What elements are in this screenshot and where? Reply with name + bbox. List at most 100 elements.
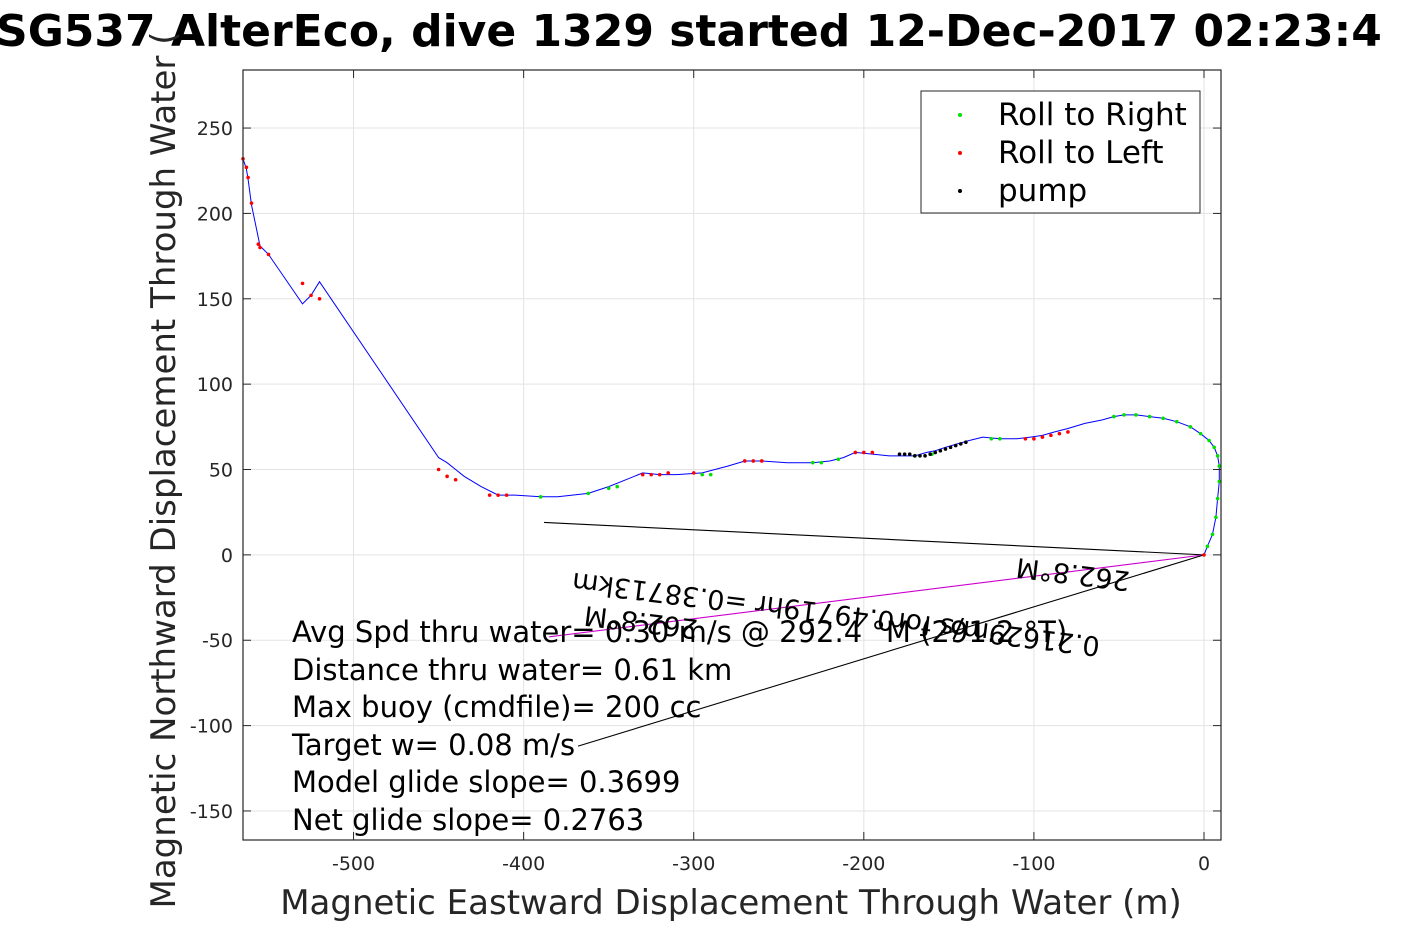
- y-tick-label: 250: [197, 118, 233, 140]
- legend: Roll to Right Roll to Left pump: [920, 90, 1201, 214]
- right-roll-marker: [1112, 414, 1116, 419]
- legend-marker-left-roll: [958, 151, 962, 155]
- right-roll-marker: [1217, 464, 1222, 468]
- pump-marker: [902, 452, 907, 456]
- left-roll-marker: [1057, 431, 1062, 436]
- drift-vector: [577, 554, 1205, 747]
- left-roll-marker: [691, 471, 696, 475]
- left-roll-marker: [244, 165, 249, 170]
- right-roll-marker: [1147, 414, 1152, 419]
- left-roll-marker: [657, 472, 662, 477]
- left-roll-marker: [317, 296, 322, 301]
- left-roll-marker: [436, 467, 441, 472]
- through-water-vector: [549, 554, 1205, 638]
- right-roll-marker: [538, 495, 543, 499]
- left-roll-marker: [862, 450, 866, 455]
- x-tick-label: -500: [332, 853, 375, 875]
- left-roll-marker: [256, 242, 261, 246]
- legend-marker-pump: [958, 189, 962, 193]
- right-roll-marker: [1198, 431, 1203, 436]
- distance-annotation: Distance thru water= 0.61 km: [292, 653, 732, 687]
- right-roll-marker: [1214, 515, 1218, 520]
- left-roll-marker: [870, 450, 875, 455]
- legend-label-pump: pump: [998, 173, 1087, 209]
- legend-box: [920, 90, 1201, 214]
- right-roll-marker: [1134, 413, 1138, 417]
- x-tick-label: -400: [502, 853, 545, 875]
- plot-data: [241, 156, 1222, 747]
- y-axis-label: Magnetic Northward Displacement Through …: [144, 32, 184, 909]
- right-roll-marker: [1205, 544, 1210, 549]
- right-roll-marker: [700, 472, 705, 477]
- right-roll-marker: [1215, 454, 1220, 458]
- left-roll-marker: [487, 493, 492, 497]
- left-roll-marker: [266, 252, 271, 257]
- axis-ticks: -500 -400 -300 -200 -100 0-150-100-5005010015…: [190, 70, 1221, 875]
- left-roll-marker: [496, 493, 500, 497]
- avg-speed-annotation: Avg Spd thru water= 0.30 m/s @ 292.4 °M …: [292, 615, 1067, 649]
- legend-label-left-roll: Roll to Left: [998, 135, 1164, 171]
- right-roll-marker: [989, 436, 994, 441]
- pump-marker: [943, 447, 948, 451]
- x-tick-label: -100: [1012, 853, 1055, 875]
- right-roll-marker: [819, 460, 824, 465]
- left-roll-marker: [1023, 436, 1028, 441]
- right-roll-marker: [586, 491, 591, 496]
- left-roll-marker: [853, 450, 858, 455]
- left-roll-marker: [258, 245, 262, 250]
- plot-frame: [242, 69, 1222, 841]
- right-roll-marker: [1217, 479, 1222, 484]
- pump-marker: [913, 454, 917, 458]
- left-roll-marker: [453, 477, 458, 482]
- pump-marker: [953, 443, 958, 448]
- stats-annotations: Avg Spd thru water= 0.30 m/s @ 292.4 °M …: [291, 615, 1067, 837]
- x-tick-label: 0: [1198, 853, 1210, 875]
- left-roll-marker: [504, 493, 509, 497]
- net-glide-slope-annotation: Net glide slope= 0.2763: [292, 803, 644, 837]
- y-tick-label: 200: [197, 203, 233, 225]
- right-roll-marker: [810, 460, 815, 465]
- x-axis-label: Magnetic Eastward Displacement Through W…: [280, 883, 1182, 923]
- left-roll-marker: [1202, 553, 1206, 557]
- pump-marker: [948, 445, 953, 450]
- y-tick-label: -100: [190, 716, 233, 738]
- right-roll-marker: [1161, 416, 1165, 421]
- pump-marker: [897, 452, 902, 456]
- pump-marker: [964, 440, 968, 444]
- legend-marker-right-roll: [958, 113, 962, 117]
- left-roll-marker: [1066, 430, 1070, 434]
- right-roll-marker: [1174, 419, 1179, 424]
- right-roll-marker: [1188, 425, 1193, 429]
- vector-heading-label: 262.8°M: [1014, 551, 1131, 596]
- pump-marker: [938, 448, 943, 453]
- x-tick-label: -300: [672, 853, 715, 875]
- left-roll-marker: [300, 281, 305, 286]
- left-roll-marker: [640, 472, 645, 477]
- target-w-annotation: Target w= 0.08 m/s: [291, 728, 575, 762]
- pump-marker: [933, 450, 938, 455]
- avg-current-vector: [544, 521, 1205, 556]
- right-roll-marker: [836, 457, 841, 462]
- pump-marker: [923, 454, 927, 458]
- right-roll-marker: [606, 486, 611, 491]
- pump-marker: [958, 442, 963, 446]
- pump-marker: [918, 454, 922, 458]
- y-tick-label: 0: [221, 545, 233, 567]
- x-tick-label: -200: [842, 853, 885, 875]
- right-roll-marker: [708, 472, 713, 477]
- max-buoy-annotation: Max buoy (cmdfile)= 200 cc: [292, 690, 701, 724]
- chart-title: SG537 AlterEco, dive 1329 started 12-Dec…: [0, 6, 1382, 57]
- left-roll-marker: [751, 459, 756, 463]
- left-roll-marker: [1040, 435, 1045, 439]
- y-tick-label: -150: [190, 801, 233, 823]
- right-roll-marker: [1210, 532, 1215, 537]
- right-roll-marker: [1207, 438, 1211, 443]
- left-roll-marker: [309, 293, 313, 298]
- left-roll-marker: [1049, 433, 1053, 438]
- left-roll-marker: [742, 459, 747, 463]
- left-roll-marker: [759, 459, 764, 463]
- y-tick-label: -50: [202, 630, 233, 652]
- right-roll-marker: [615, 484, 619, 489]
- right-roll-marker: [1122, 413, 1126, 417]
- y-tick-label: 100: [197, 374, 233, 396]
